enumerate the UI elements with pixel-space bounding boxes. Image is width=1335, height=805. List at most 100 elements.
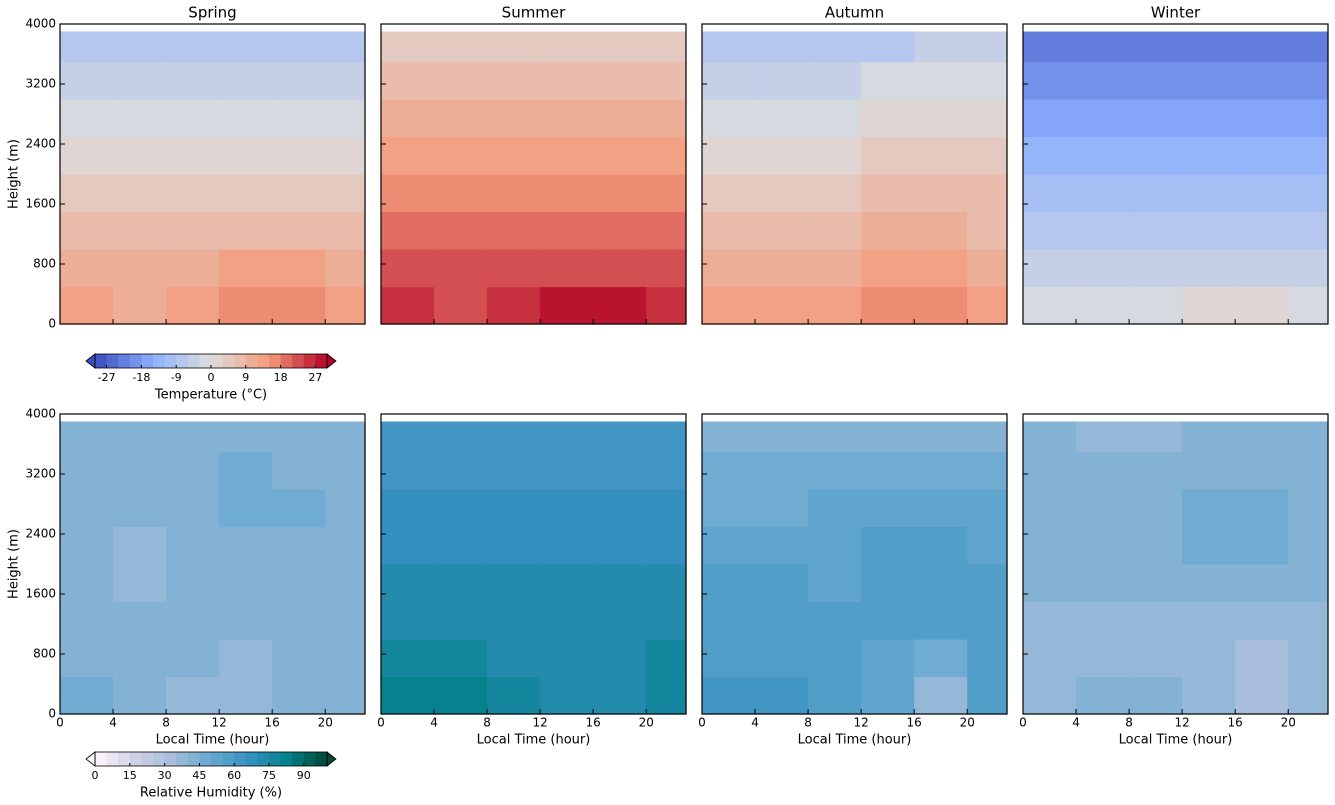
contour-cell: [914, 174, 968, 213]
contour-cell: [1288, 31, 1329, 63]
contour-cell: [272, 249, 326, 288]
contour-cell: [113, 451, 167, 490]
contour-cell: [755, 136, 809, 175]
contour-cell: [113, 564, 167, 603]
contour-cell: [808, 564, 862, 603]
colorbar-segment: [234, 752, 247, 766]
contour-cell: [1235, 564, 1289, 603]
contour-cell: [967, 639, 1008, 678]
contour-cell: [166, 421, 220, 453]
x-axis-label: Local Time (hour): [477, 733, 591, 748]
x-tick-label: 4: [430, 716, 438, 730]
contour-cell: [1288, 211, 1329, 250]
contour-cell: [434, 564, 488, 603]
contour-cell: [540, 211, 594, 250]
colorbar-segment: [153, 752, 166, 766]
contour-cell: [1288, 451, 1329, 490]
contour-cell: [272, 31, 326, 63]
contour-cell: [113, 99, 167, 138]
contour-cell: [434, 249, 488, 288]
contour-cell: [1076, 61, 1130, 100]
contour-cell: [646, 286, 687, 325]
contour-cell: [1023, 564, 1077, 603]
y-tick-label: 0: [48, 317, 56, 331]
contour-cell: [166, 564, 220, 603]
contour-cell: [434, 174, 488, 213]
colorbar-segment: [292, 354, 305, 368]
contour-cell: [755, 249, 809, 288]
contour-cell: [540, 31, 594, 63]
contour-cell: [967, 451, 1008, 490]
contour-cell: [861, 421, 915, 453]
contour-cell: [219, 639, 273, 678]
contour-cell: [1235, 249, 1289, 288]
x-tick-label: 20: [960, 716, 975, 730]
colorbar-segment: [211, 354, 224, 368]
x-tick-label: 0: [698, 716, 706, 730]
contour-cell: [60, 136, 114, 175]
contour-cell: [1288, 249, 1329, 288]
panel-title: Autumn: [825, 4, 884, 22]
colorbar-segment: [269, 354, 282, 368]
contour-cell: [1235, 31, 1289, 63]
contour-cell: [702, 601, 756, 640]
colorbar-tick-label: 90: [297, 769, 311, 782]
contour-cell: [914, 99, 968, 138]
contour-cell: [166, 136, 220, 175]
contour-cell: [272, 211, 326, 250]
contour-cell: [967, 601, 1008, 640]
contour-cell: [60, 61, 114, 100]
contour-cell: [487, 174, 541, 213]
colorbar-segment: [95, 752, 108, 766]
colorbar-segment: [245, 354, 258, 368]
contour-cell: [1076, 639, 1130, 678]
contour-cell: [1235, 286, 1289, 325]
contour-cell: [861, 676, 915, 715]
colorbar-segment: [211, 752, 224, 766]
contour-cell: [967, 211, 1008, 250]
contour-cell: [1023, 639, 1077, 678]
contour-cell: [1235, 526, 1289, 565]
x-tick-label: 20: [318, 716, 333, 730]
contour-cell: [1288, 564, 1329, 603]
x-tick-label: 16: [1228, 716, 1243, 730]
contour-cell: [1023, 451, 1077, 490]
contour-cell: [914, 211, 968, 250]
contour-cell: [1288, 639, 1329, 678]
contour-cell: [381, 286, 435, 325]
contour-cell: [1129, 286, 1183, 325]
contour-cell: [381, 249, 435, 288]
x-tick-label: 20: [1281, 716, 1296, 730]
contour-cell: [381, 639, 435, 678]
y-tick-label: 3200: [25, 467, 56, 481]
x-tick-label: 12: [532, 716, 547, 730]
contour-cell: [808, 136, 862, 175]
panel: 0 4 8 12 16 20 Local Time (hour): [1019, 413, 1329, 748]
contour-cell: [381, 526, 435, 565]
panel-title: Spring: [188, 4, 236, 22]
contour-cell: [325, 31, 366, 63]
contour-cell: [967, 676, 1008, 715]
colorbar-segment: [269, 752, 282, 766]
contour-cell: [1182, 601, 1236, 640]
contour-cell: [1182, 421, 1236, 453]
contour-cell: [1182, 99, 1236, 138]
contour-cell: [1076, 676, 1130, 715]
contour-cell: [113, 136, 167, 175]
colorbar-segment: [280, 354, 293, 368]
contour-cell: [434, 136, 488, 175]
contour-cell: [593, 286, 647, 325]
colorbar-tick-label: 15: [123, 769, 137, 782]
colorbar-tick-label: 9: [242, 371, 249, 384]
y-tick-label: 4000: [25, 17, 56, 31]
contour-cell: [60, 174, 114, 213]
contour-cell: [593, 451, 647, 490]
contour-cell: [381, 174, 435, 213]
contour-cell: [755, 421, 809, 453]
colorbar-tick-label: -18: [132, 371, 150, 384]
contour-cell: [1129, 61, 1183, 100]
panel-frame: [380, 23, 687, 325]
contour-cell: [755, 489, 809, 528]
contour-cell: [434, 61, 488, 100]
contour-cell: [381, 601, 435, 640]
